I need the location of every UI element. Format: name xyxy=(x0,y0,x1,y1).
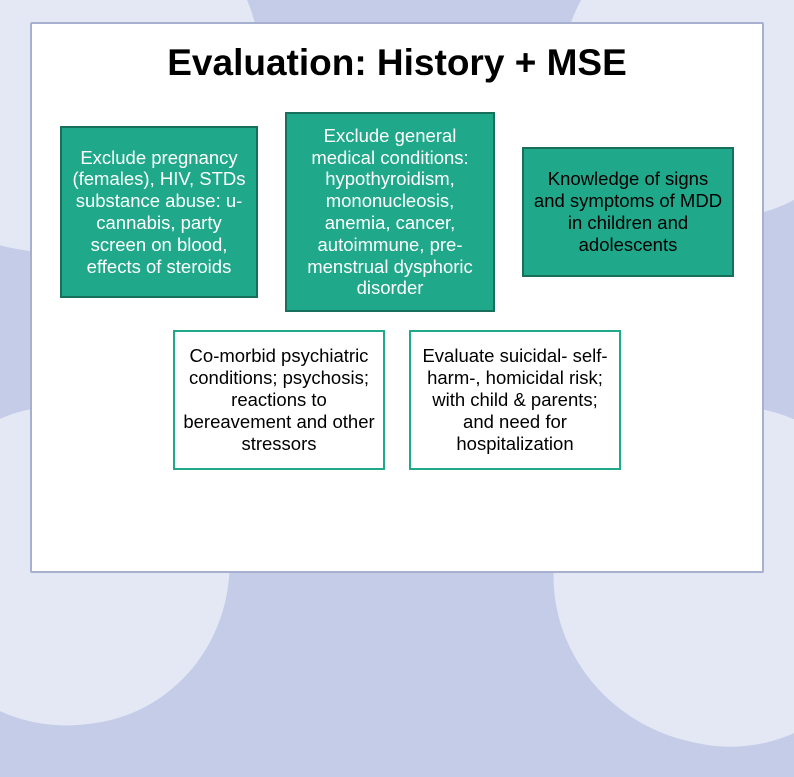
box-text: Exclude general medical conditions: hypo… xyxy=(295,125,485,300)
box-comorbid: Co-morbid psychiatric conditions; psycho… xyxy=(173,330,385,470)
slide-frame: Evaluation: History + MSE Exclude pregna… xyxy=(30,22,764,573)
box-text: Evaluate suicidal- self-harm-, homicidal… xyxy=(419,345,611,454)
bottom-row: Co-morbid psychiatric conditions; psycho… xyxy=(56,330,738,470)
box-text: Knowledge of signs and symptoms of MDD i… xyxy=(532,168,724,255)
box-text: Exclude pregnancy (females), HIV, STDs s… xyxy=(70,147,248,278)
top-row: Exclude pregnancy (females), HIV, STDs s… xyxy=(56,112,738,312)
slide-title: Evaluation: History + MSE xyxy=(56,42,738,84)
box-knowledge-mdd: Knowledge of signs and symptoms of MDD i… xyxy=(522,147,734,277)
box-text: Co-morbid psychiatric conditions; psycho… xyxy=(183,345,375,454)
box-suicidal-risk: Evaluate suicidal- self-harm-, homicidal… xyxy=(409,330,621,470)
box-exclude-pregnancy: Exclude pregnancy (females), HIV, STDs s… xyxy=(60,126,258,298)
box-exclude-medical: Exclude general medical conditions: hypo… xyxy=(285,112,495,312)
